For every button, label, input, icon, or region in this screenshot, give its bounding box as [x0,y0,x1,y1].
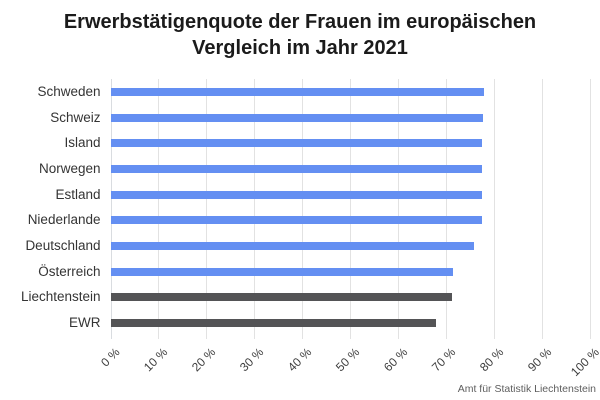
chart-title-line1: Erwerbstätigenquote der Frauen im europä… [63,11,537,33]
category-label-sterreich: Österreich [38,263,101,279]
gridline-40 [302,79,304,339]
x-tick-label: 90 % [524,345,554,375]
bar-schweden [111,87,485,96]
category-label-liechtenstein: Liechtenstein [20,289,101,305]
bar-deutschland [111,242,475,251]
category-label-norwegen: Norwegen [38,160,101,176]
bar-schweiz [111,113,484,122]
x-tick-label: 20 % [189,345,219,375]
chart-title: Erwerbstätigenquote der Frauen im europä… [0,9,600,61]
category-label-island: Island [64,135,101,151]
bar-sterreich [111,267,453,276]
gridline-10 [158,79,160,339]
category-label-ewr: EWR [69,315,101,331]
gridline-70 [446,79,448,339]
gridline-60 [398,79,400,339]
gridline-90 [542,79,544,339]
category-label-estland: Estland [55,186,101,202]
category-label-deutschland: Deutschland [25,238,101,254]
bar-niederlande [111,216,482,225]
gridline-0 [110,79,112,339]
gridline-80 [494,79,496,339]
bar-estland [111,190,482,199]
gridline-30 [254,79,256,339]
x-tick-label: 80 % [476,345,507,375]
category-label-schweden: Schweden [37,83,101,99]
gridline-50 [350,79,352,339]
bar-norwegen [111,164,483,173]
category-label-schweiz: Schweiz [50,109,101,125]
bar-island [111,139,483,148]
x-tick-label: 0 % [97,345,123,370]
gridline-20 [206,79,208,339]
category-label-niederlande: Niederlande [27,212,101,228]
gridline-100 [590,79,591,339]
bar-ewr [111,319,436,328]
x-tick-label: 30 % [237,345,267,375]
bar-liechtenstein [111,293,452,302]
chart-title-line2: Vergleich im Jahr 2021 [192,37,408,59]
x-tick-label: 100 % [567,345,600,379]
source-credit: Amt für Statistik Liechtenstein [457,383,596,395]
x-tick-label: 70 % [428,345,459,375]
x-tick-label: 40 % [284,345,315,375]
x-tick-label: 60 % [380,345,411,375]
x-tick-label: 10 % [141,345,171,375]
x-tick-label: 50 % [332,345,363,375]
